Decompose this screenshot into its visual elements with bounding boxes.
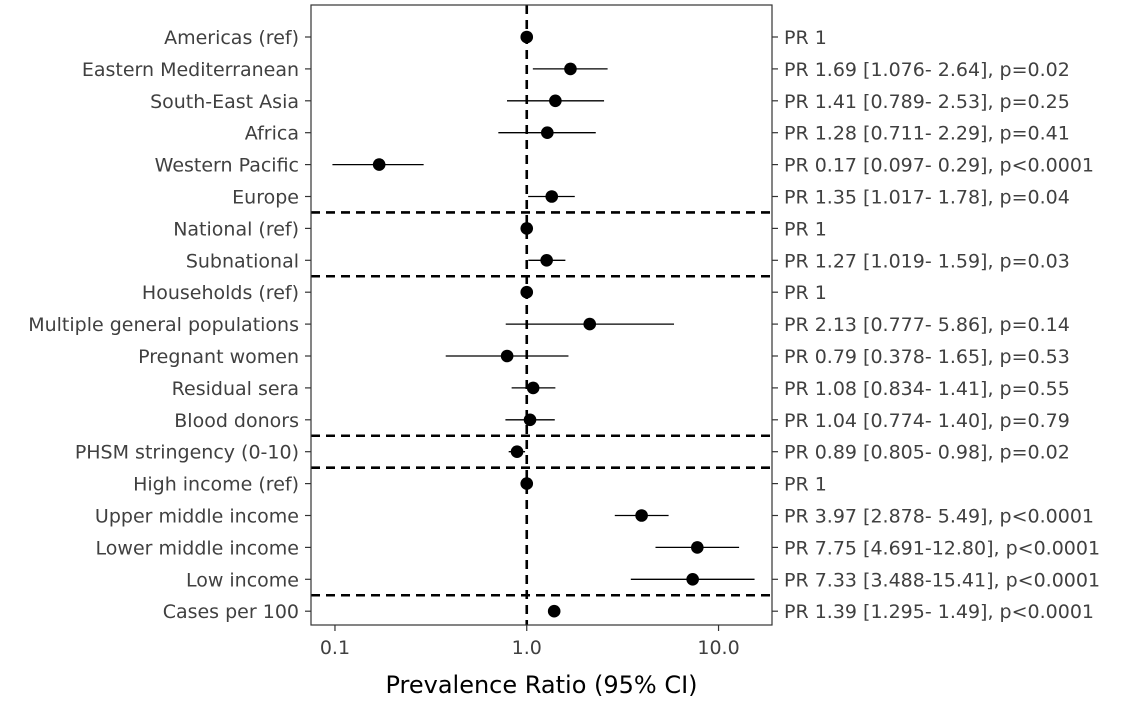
row-label: Eastern Mediterranean <box>82 59 299 81</box>
estimate-point <box>635 509 648 522</box>
row-label: PHSM stringency (0-10) <box>75 442 299 464</box>
estimate-point <box>520 30 534 44</box>
pr-label: PR 0.17 [0.097- 0.29], p<0.0001 <box>784 155 1094 177</box>
estimate-point <box>547 604 561 618</box>
row-label: South-East Asia <box>150 91 299 113</box>
estimate-point <box>520 222 534 235</box>
estimate-point <box>510 445 524 459</box>
row-label: High income (ref) <box>133 474 299 496</box>
pr-label: PR 1.69 [1.076- 2.64], p=0.02 <box>784 59 1070 81</box>
pr-label: PR 1.35 [1.017- 1.78], p=0.04 <box>784 187 1070 209</box>
plot-panel-border <box>310 4 773 626</box>
estimate-point <box>520 477 534 490</box>
pr-label: PR 1.08 [0.834- 1.41], p=0.55 <box>784 378 1070 400</box>
left-axis-ticks <box>305 36 311 612</box>
pr-label: PR 1 <box>784 27 827 49</box>
estimate-point <box>526 381 540 395</box>
right-axis-ticks <box>772 36 778 612</box>
group-separators <box>311 211 772 597</box>
estimate-point <box>686 573 699 586</box>
row-label: Africa <box>245 123 299 145</box>
x-axis-title: Prevalence Ratio (95% CI) <box>385 671 697 699</box>
estimate-point <box>523 413 537 427</box>
estimate-point <box>540 253 553 267</box>
row-label: Pregnant women <box>138 346 299 368</box>
pr-label: PR 0.89 [0.805- 0.98], p=0.02 <box>784 442 1070 464</box>
estimate-point <box>691 541 704 554</box>
x-tick-label: 10.0 <box>697 637 739 659</box>
row-label: National (ref) <box>173 218 299 240</box>
estimate-point <box>549 94 562 108</box>
ci-lines <box>332 68 755 612</box>
pr-label: PR 1.41 [0.789- 2.53], p=0.25 <box>784 91 1070 113</box>
pr-labels: PR 1 PR 1.69 [1.076- 2.64], p=0.02 PR 1.41… <box>784 27 1100 623</box>
row-label: Residual sera <box>172 378 299 400</box>
estimate-point <box>564 62 577 76</box>
pr-label: PR 1.39 [1.295- 1.49], p<0.0001 <box>784 601 1094 623</box>
row-label: Europe <box>232 187 299 209</box>
row-label: Low income <box>186 569 299 591</box>
estimate-points <box>372 30 704 618</box>
pr-label: PR 1 <box>784 282 827 304</box>
pr-label: PR 7.75 [4.691-12.80], p<0.0001 <box>784 537 1100 559</box>
pr-label: PR 3.97 [2.878- 5.49], p<0.0001 <box>784 506 1094 528</box>
estimate-point <box>583 317 597 331</box>
row-label: Cases per 100 <box>163 601 299 623</box>
row-label: Blood donors <box>174 410 299 432</box>
row-label: Americas (ref) <box>164 27 299 49</box>
row-label: Lower middle income <box>96 537 299 559</box>
row-labels: Americas (ref) Eastern Mediterranean South… <box>28 27 299 623</box>
estimate-point <box>541 126 554 139</box>
row-label: Western Pacific <box>155 155 299 177</box>
x-tick-label: 1.0 <box>512 637 542 659</box>
row-label: Upper middle income <box>95 506 299 528</box>
estimate-point <box>520 285 534 299</box>
pr-label: PR 1.28 [0.711- 2.29], p=0.41 <box>784 123 1070 145</box>
pr-label: PR 2.13 [0.777- 5.86], p=0.14 <box>784 314 1070 336</box>
estimate-point <box>372 158 386 171</box>
pr-label: PR 1.27 [1.019- 1.59], p=0.03 <box>784 250 1070 272</box>
estimate-point <box>500 349 514 363</box>
row-label: Multiple general populations <box>28 314 299 336</box>
pr-label: PR 1 <box>784 474 827 496</box>
pr-label: PR 7.33 [3.488-15.41], p<0.0001 <box>784 569 1100 591</box>
row-label: Households (ref) <box>142 282 299 304</box>
pr-label: PR 0.79 [0.378- 1.65], p=0.53 <box>784 346 1070 368</box>
pr-label: PR 1 <box>784 218 827 240</box>
row-label: Subnational <box>186 250 299 272</box>
pr-label: PR 1.04 [0.774- 1.40], p=0.79 <box>784 410 1070 432</box>
x-axis-ticks: 0.1 1.0 10.0 <box>320 625 740 659</box>
x-tick-label: 0.1 <box>320 637 350 659</box>
estimate-point <box>545 190 559 203</box>
